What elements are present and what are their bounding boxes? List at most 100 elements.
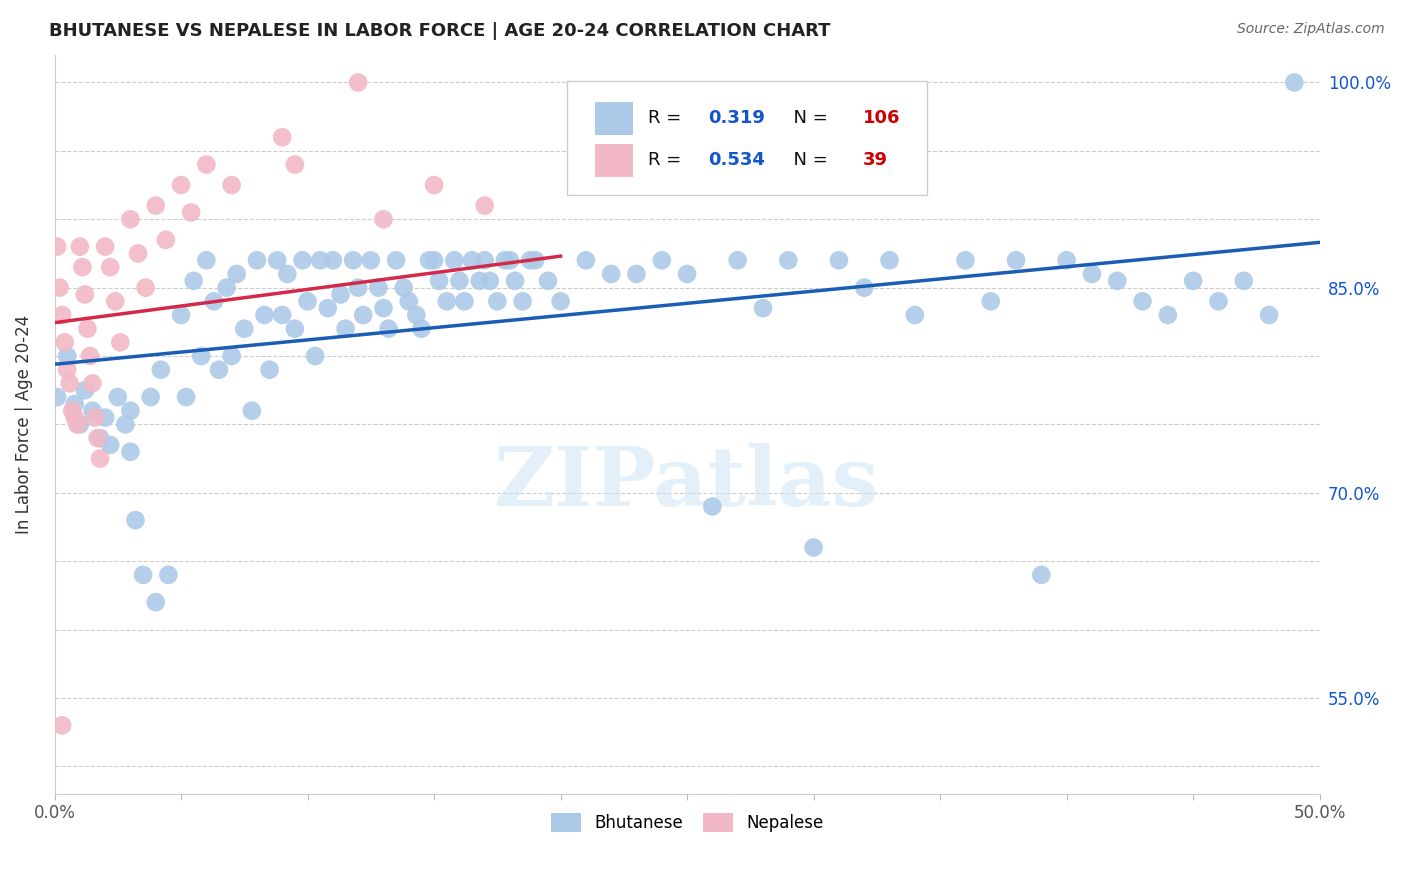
Text: N =: N = — [782, 110, 834, 128]
Point — [676, 267, 699, 281]
Text: 106: 106 — [863, 110, 900, 128]
Point — [702, 500, 724, 514]
Point — [135, 280, 157, 294]
Point — [155, 233, 177, 247]
Point — [63, 410, 86, 425]
Point — [329, 287, 352, 301]
Point — [423, 253, 446, 268]
Point — [69, 417, 91, 432]
Point — [246, 253, 269, 268]
Point — [72, 260, 94, 274]
Point — [427, 274, 450, 288]
Text: ZIPatlas: ZIPatlas — [495, 443, 880, 524]
Point — [1031, 567, 1053, 582]
Point — [240, 403, 263, 417]
Point — [575, 253, 598, 268]
Point — [127, 246, 149, 260]
Point — [392, 280, 415, 294]
Text: 39: 39 — [863, 152, 889, 169]
Point — [550, 814, 572, 828]
Point — [342, 253, 364, 268]
Point — [1208, 294, 1230, 309]
Point — [63, 397, 86, 411]
Point — [53, 335, 76, 350]
Point — [474, 198, 496, 212]
Point — [145, 198, 167, 212]
Point — [86, 431, 108, 445]
Point — [46, 390, 69, 404]
Point — [174, 390, 197, 404]
Point — [82, 403, 104, 417]
Point — [132, 567, 155, 582]
Point — [59, 376, 82, 391]
Point — [322, 253, 344, 268]
Point — [82, 376, 104, 391]
Point — [120, 212, 142, 227]
Point — [453, 294, 475, 309]
Point — [1107, 274, 1129, 288]
Point — [1284, 75, 1306, 89]
Point — [221, 349, 243, 363]
Text: N =: N = — [782, 152, 834, 169]
Point — [120, 444, 142, 458]
Point — [66, 417, 89, 432]
Point — [104, 294, 127, 309]
Point — [550, 294, 572, 309]
Point — [124, 513, 146, 527]
Point — [202, 294, 225, 309]
Point — [215, 280, 238, 294]
Point — [309, 253, 332, 268]
Point — [503, 274, 526, 288]
Point — [486, 294, 509, 309]
Point — [377, 321, 399, 335]
Point — [110, 335, 132, 350]
Point — [195, 253, 218, 268]
Point — [499, 253, 522, 268]
Point — [519, 253, 541, 268]
Point — [651, 253, 673, 268]
Point — [347, 280, 370, 294]
Point — [190, 349, 212, 363]
Point — [98, 438, 121, 452]
Point — [208, 362, 231, 376]
Point — [284, 321, 307, 335]
Point — [803, 541, 825, 555]
Point — [259, 362, 281, 376]
Point — [107, 390, 129, 404]
Point — [304, 349, 326, 363]
FancyBboxPatch shape — [567, 81, 928, 195]
Point — [1182, 274, 1205, 288]
Point — [1157, 308, 1180, 322]
Point — [1233, 274, 1256, 288]
Point — [271, 130, 294, 145]
Point — [778, 253, 800, 268]
Point — [436, 294, 458, 309]
Point — [76, 321, 98, 335]
Point — [180, 205, 202, 219]
Point — [94, 239, 117, 253]
Point — [291, 253, 314, 268]
Point — [51, 308, 73, 322]
Point — [1081, 267, 1104, 281]
Text: R =: R = — [648, 152, 688, 169]
Point — [145, 595, 167, 609]
Point — [385, 253, 408, 268]
Point — [537, 274, 560, 288]
Point — [114, 417, 136, 432]
Point — [373, 212, 395, 227]
Point — [411, 321, 433, 335]
Point — [360, 253, 382, 268]
Point — [51, 718, 73, 732]
Point — [253, 308, 276, 322]
FancyBboxPatch shape — [595, 102, 633, 135]
Point — [474, 253, 496, 268]
Point — [524, 253, 547, 268]
Point — [398, 294, 420, 309]
Point — [443, 253, 465, 268]
Point — [727, 253, 749, 268]
Point — [626, 267, 648, 281]
Point — [494, 253, 516, 268]
Point — [60, 403, 83, 417]
Point — [170, 178, 193, 192]
Point — [271, 308, 294, 322]
